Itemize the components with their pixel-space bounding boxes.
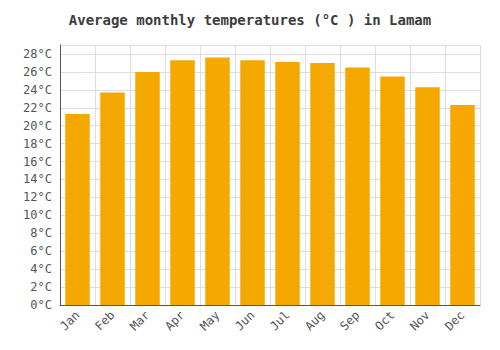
svg-text:6°C: 6°C bbox=[30, 244, 52, 258]
svg-text:Nov: Nov bbox=[407, 308, 432, 333]
svg-text:Oct: Oct bbox=[372, 308, 397, 333]
svg-text:18°C: 18°C bbox=[23, 137, 52, 151]
svg-text:Mar: Mar bbox=[127, 308, 152, 333]
svg-text:Apr: Apr bbox=[162, 308, 187, 333]
svg-text:10°C: 10°C bbox=[23, 208, 52, 222]
svg-text:Average monthly temperatures (: Average monthly temperatures (°C ) in La… bbox=[69, 12, 431, 28]
svg-text:28°C: 28°C bbox=[23, 47, 52, 61]
svg-text:Dec: Dec bbox=[442, 308, 467, 333]
svg-text:2°C: 2°C bbox=[30, 280, 52, 294]
svg-text:Jan: Jan bbox=[57, 308, 82, 333]
svg-text:May: May bbox=[197, 308, 222, 333]
svg-text:Jul: Jul bbox=[267, 308, 292, 333]
svg-text:20°C: 20°C bbox=[23, 119, 52, 133]
svg-text:14°C: 14°C bbox=[23, 172, 52, 186]
svg-text:16°C: 16°C bbox=[23, 155, 52, 169]
svg-text:Sep: Sep bbox=[337, 308, 362, 333]
svg-text:Aug: Aug bbox=[302, 308, 327, 333]
svg-text:Jun: Jun bbox=[232, 308, 257, 333]
svg-text:0°C: 0°C bbox=[30, 298, 52, 312]
svg-text:4°C: 4°C bbox=[30, 262, 52, 276]
svg-text:Feb: Feb bbox=[92, 308, 117, 333]
svg-text:22°C: 22°C bbox=[23, 101, 52, 115]
svg-text:12°C: 12°C bbox=[23, 190, 52, 204]
svg-text:26°C: 26°C bbox=[23, 65, 52, 79]
svg-text:24°C: 24°C bbox=[23, 83, 52, 97]
svg-text:8°C: 8°C bbox=[30, 226, 52, 240]
